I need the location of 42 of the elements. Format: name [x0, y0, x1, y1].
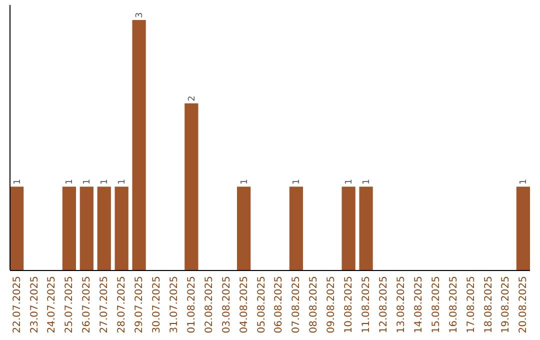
x-tick-label: 09.08.2025 — [326, 276, 338, 334]
data-label: 1 — [118, 178, 128, 185]
data-label: 1 — [240, 178, 250, 185]
data-label: 1 — [344, 178, 355, 185]
x-tick-label: 29.07.2025 — [134, 276, 146, 334]
x-tick-label: 05.08.2025 — [256, 276, 268, 334]
data-label: 1 — [82, 178, 93, 185]
x-tick-label: 15.08.2025 — [430, 276, 442, 334]
x-tick-label: 25.07.2025 — [64, 276, 76, 334]
x-tick-label: 04.08.2025 — [238, 276, 250, 334]
x-tick-label: 01.08.2025 — [186, 276, 198, 334]
x-tick-label: 26.07.2025 — [82, 276, 93, 334]
x-tick-label: 17.08.2025 — [466, 276, 477, 334]
x-tick-label: 31.07.2025 — [168, 276, 180, 334]
x-tick-label: 03.08.2025 — [221, 276, 232, 334]
x-tick-label: 13.08.2025 — [396, 276, 407, 334]
x-tick-label: 23.07.2025 — [29, 276, 40, 334]
x-tick-label: 11.08.2025 — [361, 276, 372, 334]
x-tick-label: 24.07.2025 — [46, 276, 58, 334]
x-tick-label: 18.08.2025 — [483, 276, 494, 334]
x-tick-label: 19.08.2025 — [500, 276, 512, 334]
data-label: 1 — [519, 178, 530, 185]
x-tick-label: 30.07.2025 — [152, 276, 162, 334]
data-label: 1 — [100, 178, 110, 185]
x-tick-label: 28.07.2025 — [116, 276, 128, 334]
data-label: 1 — [362, 178, 372, 185]
x-tick-label: 20.08.2025 — [518, 276, 530, 334]
x-tick-label: 27.07.2025 — [99, 276, 110, 334]
x-tick-label: 16.08.2025 — [448, 276, 460, 334]
data-label: 3 — [135, 12, 146, 18]
data-label: 2 — [187, 96, 198, 102]
x-tick-label: 22.07.2025 — [12, 276, 23, 334]
x-tick-label: 07.08.2025 — [291, 276, 302, 334]
x-tick-label: 12.08.2025 — [378, 276, 390, 334]
x-tick-label: 10.08.2025 — [344, 276, 355, 334]
x-tick-label: 06.08.2025 — [274, 276, 285, 334]
x-tick-label: 14.08.2025 — [413, 276, 424, 334]
data-label: 1 — [292, 178, 302, 185]
x-tick-label: 08.08.2025 — [308, 276, 320, 334]
data-label: 1 — [12, 178, 23, 185]
x-tick-label: 02.08.2025 — [204, 276, 215, 334]
data-label: 1 — [65, 178, 76, 185]
